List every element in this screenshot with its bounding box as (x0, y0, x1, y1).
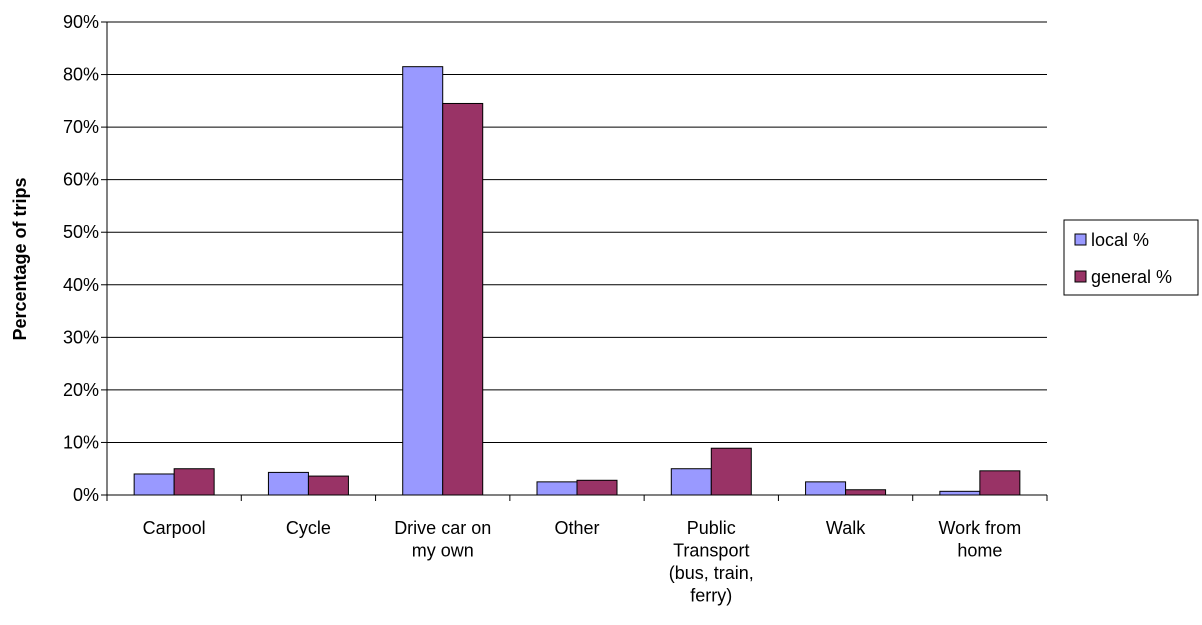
bar-general (173, 468, 215, 496)
y-tick-label: 80% (63, 65, 99, 85)
y-tick-labels: 0% 10% 20% 30% 40% 50% 60% 70% 80% 90% (63, 12, 99, 505)
x-category-label: Cycle (286, 518, 331, 538)
x-category-label: Carpool (143, 518, 206, 538)
bar-local (805, 481, 847, 496)
x-category-label: Walk (826, 518, 866, 538)
y-tick-label: 60% (63, 170, 99, 190)
bar-general (442, 102, 484, 496)
y-tick-label: 0% (73, 485, 99, 505)
y-tick-label: 70% (63, 117, 99, 137)
gridlines (107, 21, 1047, 443)
y-tick-label: 20% (63, 380, 99, 400)
legend-label-local: local % (1091, 230, 1149, 250)
bar-general (710, 447, 752, 496)
legend-swatch-local (1074, 233, 1087, 246)
bar-local (133, 473, 175, 496)
y-tick-label: 90% (63, 12, 99, 32)
x-category-label: Work from home (939, 518, 1022, 561)
bar-general (307, 475, 349, 496)
y-tick-label: 10% (63, 432, 99, 452)
y-axis-title: Percentage of trips (10, 177, 30, 340)
bar-local (536, 481, 578, 496)
bars (133, 66, 1021, 496)
x-category-label: Drive car on my own (394, 518, 491, 561)
x-category-labels: Carpool Cycle Drive car on my own Other Publi… (143, 518, 1022, 606)
x-category-label: Other (554, 518, 599, 538)
bar-local (402, 66, 444, 496)
legend-swatch-general (1074, 270, 1087, 283)
x-category-label: Public Transport (bus, train, ferry) (669, 518, 754, 606)
bar-general (845, 489, 887, 496)
legend-label-general: general % (1091, 267, 1172, 287)
bar-local (267, 471, 309, 496)
y-tick-label: 30% (63, 327, 99, 347)
bar-local (939, 490, 981, 496)
bar-general (979, 470, 1021, 496)
y-tick-label: 40% (63, 275, 99, 295)
bar-general (576, 479, 618, 496)
bar-local (670, 468, 712, 496)
y-tick-label: 50% (63, 222, 99, 242)
axes (101, 21, 1048, 501)
legend: local % general % (1063, 219, 1199, 296)
